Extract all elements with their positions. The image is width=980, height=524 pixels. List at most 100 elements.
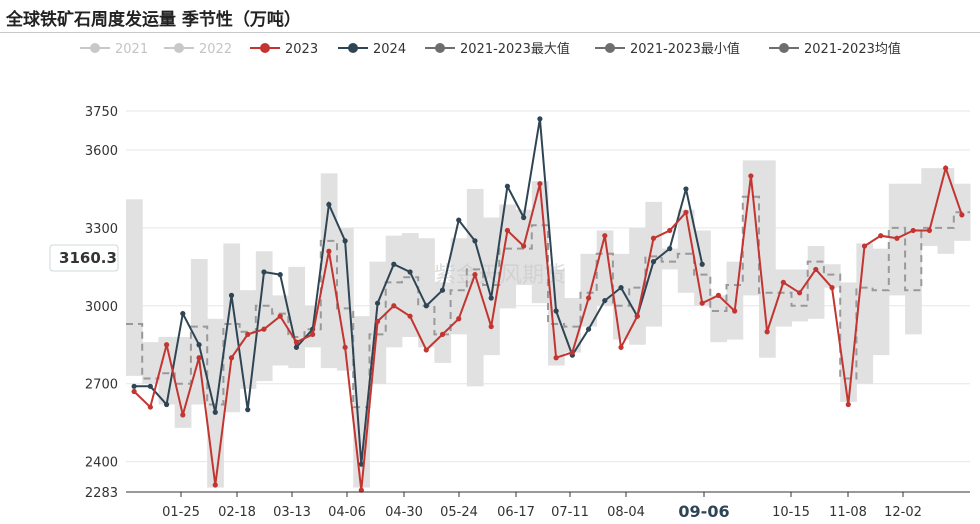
data-point-2024 — [391, 261, 397, 267]
data-point-2023 — [342, 344, 348, 350]
data-point-2023 — [310, 331, 316, 337]
data-point-2023 — [456, 316, 462, 322]
legend-label: 2021-2023最大值 — [460, 41, 570, 57]
data-point-2024 — [407, 269, 413, 275]
data-point-2023 — [537, 181, 543, 187]
data-point-2023 — [618, 344, 624, 350]
data-point-2023 — [407, 313, 413, 319]
band-segment — [142, 342, 159, 384]
data-point-2024 — [456, 217, 462, 223]
data-point-2024 — [147, 383, 153, 389]
data-point-2023 — [796, 290, 803, 296]
title-divider — [0, 32, 980, 33]
data-point-2023 — [845, 401, 851, 408]
data-point-2023 — [683, 209, 689, 215]
y-tick-label: 3600 — [85, 144, 118, 159]
band-segment — [223, 243, 241, 413]
legend-label: 2023 — [285, 42, 318, 57]
legend-dot-icon — [348, 43, 358, 53]
band-segment — [126, 199, 143, 376]
x-tick-label: 03-13 — [273, 505, 311, 520]
data-point-2024 — [504, 183, 511, 189]
band-segment — [190, 259, 208, 405]
legend-item: 2022 — [164, 42, 232, 57]
data-point-2024 — [277, 272, 283, 278]
x-tick-label: 02-18 — [218, 505, 256, 520]
x-tick-label: 06-17 — [497, 505, 535, 520]
data-point-2023 — [715, 292, 722, 298]
data-point-2023 — [829, 285, 835, 291]
y-tick-label: 2700 — [85, 378, 118, 393]
band-segment — [791, 269, 809, 322]
legend-dot-icon — [435, 43, 445, 53]
x-tick-label: 12-02 — [884, 505, 922, 520]
x-axis: 01-25 02-18 03-13 04-06 04-30 05-24 06-17 07-11… — [126, 491, 970, 520]
x-tick-label: 05-24 — [440, 505, 478, 520]
band-segment — [759, 160, 776, 358]
data-point-2023 — [358, 487, 364, 493]
data-point-2023 — [293, 339, 300, 345]
band-segment — [385, 235, 403, 348]
y-tick-label: 2283 — [85, 486, 118, 501]
band-segment — [807, 246, 825, 319]
band-segment — [661, 248, 679, 270]
band-segment — [856, 243, 874, 384]
data-point-2024 — [423, 303, 429, 309]
data-point-2023 — [180, 412, 186, 418]
band-segment — [434, 282, 452, 363]
data-point-2024 — [212, 409, 218, 415]
band-segment — [531, 181, 549, 304]
band-segment — [255, 251, 273, 382]
band-segment — [548, 269, 565, 366]
band-segment — [921, 168, 939, 247]
data-point-2024 — [180, 310, 186, 317]
band-segment — [742, 160, 760, 296]
data-point-2024 — [553, 308, 559, 314]
data-point-2023 — [926, 227, 933, 234]
legend-dot-icon — [260, 43, 270, 53]
data-point-2023 — [780, 279, 786, 286]
data-point-2024 — [163, 401, 170, 408]
data-point-2023 — [131, 388, 137, 395]
legend-dot-icon — [779, 43, 789, 53]
data-point-2023 — [569, 349, 575, 356]
data-point-2024 — [342, 238, 348, 244]
data-point-2023 — [391, 303, 397, 309]
legend-dot-icon — [90, 43, 100, 53]
y-tick-label: 3300 — [85, 222, 118, 237]
data-point-2024 — [293, 344, 300, 350]
band-segment — [174, 336, 192, 428]
band-segment — [937, 168, 955, 254]
data-point-2024 — [683, 186, 689, 192]
legend-item: 2021-2023最小值 — [595, 41, 740, 57]
legend-item: 2021-2023最大值 — [425, 41, 570, 57]
y-tick-label: 3750 — [85, 105, 118, 120]
data-point-2023 — [553, 355, 559, 361]
data-point-2024 — [667, 246, 673, 252]
y-axis: 2283 2400 2700 3000 3300 3600 3750 — [85, 105, 118, 501]
data-point-2023 — [439, 331, 446, 337]
legend-label: 2021 — [115, 42, 148, 57]
data-point-2023 — [423, 347, 429, 353]
data-point-2024 — [472, 238, 478, 244]
band-segment — [288, 266, 306, 369]
band-segment — [483, 217, 500, 356]
legend-item: 2021 — [80, 42, 148, 57]
x-tick-label: 01-25 — [162, 505, 200, 520]
data-point-2023 — [894, 235, 900, 241]
data-point-2023 — [650, 235, 657, 241]
data-point-2024 — [245, 407, 251, 413]
legend-item: 2024 — [338, 42, 406, 57]
legend-label: 2024 — [373, 42, 406, 57]
band-segment — [450, 238, 468, 335]
data-point-2023 — [764, 329, 770, 335]
y-tick-label: 3000 — [85, 300, 118, 315]
data-point-2023 — [504, 227, 511, 234]
x-tick-label: 11-08 — [829, 505, 867, 520]
data-point-2023 — [163, 342, 170, 348]
data-point-2024 — [602, 297, 608, 304]
data-point-2024 — [521, 214, 527, 221]
x-tick-label: 04-30 — [385, 505, 423, 520]
data-point-2023 — [212, 482, 218, 488]
